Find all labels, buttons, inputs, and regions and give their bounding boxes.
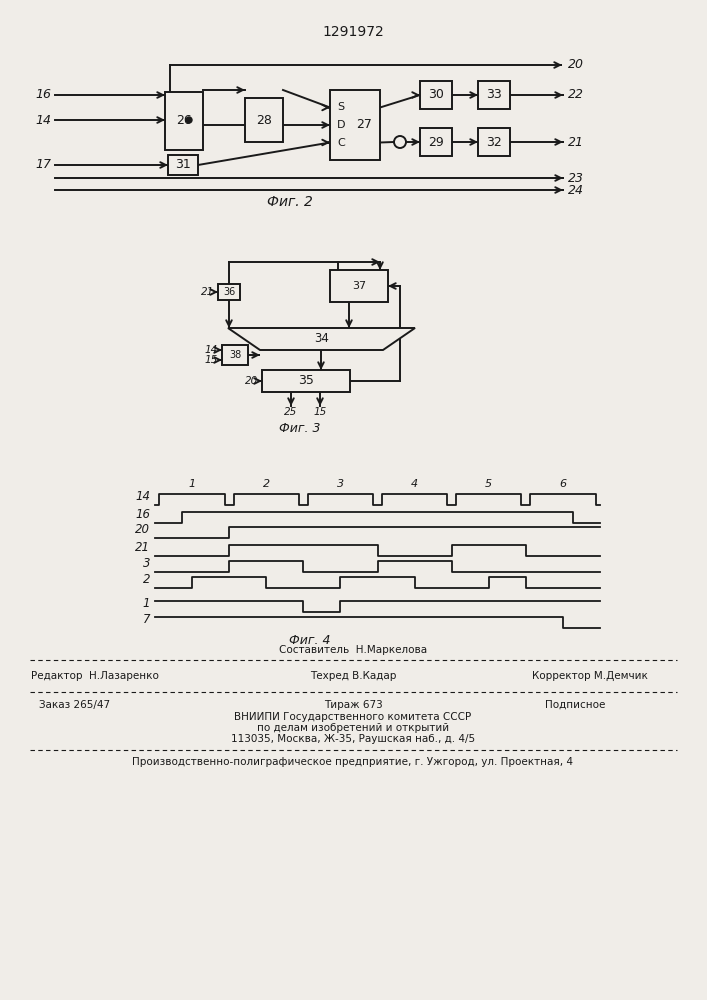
Text: 21: 21	[568, 135, 584, 148]
Bar	[478, 128, 510, 156]
Text: 113035, Москва, Ж-35, Раушская наб., д. 4/5: 113035, Москва, Ж-35, Раушская наб., д. …	[231, 734, 475, 744]
Text: Тираж 673: Тираж 673	[324, 700, 382, 710]
Text: 22: 22	[568, 89, 584, 102]
Bar	[330, 270, 388, 302]
Text: 27: 27	[356, 118, 372, 131]
Text: S: S	[337, 103, 344, 112]
Circle shape	[394, 136, 406, 148]
Text: 1: 1	[189, 479, 196, 489]
Bar	[168, 155, 198, 175]
Text: 2: 2	[143, 573, 150, 586]
Text: 14: 14	[35, 113, 51, 126]
Text: Корректор М.Демчик: Корректор М.Демчик	[532, 671, 648, 681]
Bar	[218, 284, 240, 300]
Text: Фиг. 3: Фиг. 3	[279, 422, 321, 434]
Text: 15: 15	[313, 407, 327, 417]
Text: 31: 31	[175, 158, 191, 172]
Text: 34: 34	[314, 332, 329, 344]
Bar	[165, 92, 203, 150]
Text: 17: 17	[35, 158, 51, 172]
Text: 20: 20	[245, 376, 258, 386]
Text: Техред В.Кадар: Техред В.Кадар	[310, 671, 396, 681]
Text: 14: 14	[205, 345, 218, 355]
Text: Составитель  Н.Маркелова: Составитель Н.Маркелова	[279, 645, 427, 655]
Text: 6: 6	[559, 479, 566, 489]
Text: 35: 35	[298, 374, 314, 387]
Text: 26: 26	[176, 114, 192, 127]
Bar	[262, 370, 350, 392]
Text: 32: 32	[486, 135, 502, 148]
Text: 16: 16	[35, 89, 51, 102]
Text: 38: 38	[229, 350, 241, 360]
Text: 20: 20	[568, 58, 584, 72]
Text: Подписное: Подписное	[545, 700, 605, 710]
Text: 36: 36	[223, 287, 235, 297]
Text: 3: 3	[337, 479, 344, 489]
Text: 30: 30	[428, 89, 444, 102]
Text: ВНИИПИ Государственного комитета СССР: ВНИИПИ Государственного комитета СССР	[235, 712, 472, 722]
Text: 16: 16	[135, 508, 150, 521]
Circle shape	[186, 117, 192, 123]
Text: 20: 20	[135, 523, 150, 536]
Text: 5: 5	[485, 479, 492, 489]
Bar	[222, 345, 248, 365]
Text: C: C	[337, 137, 345, 147]
Text: 7: 7	[143, 613, 150, 626]
Text: D: D	[337, 120, 345, 130]
Text: 1291972: 1291972	[322, 25, 384, 39]
Text: 37: 37	[352, 281, 366, 291]
Text: 28: 28	[256, 113, 272, 126]
Text: 33: 33	[486, 89, 502, 102]
Text: 21: 21	[201, 287, 214, 297]
Text: 24: 24	[568, 184, 584, 196]
Text: 29: 29	[428, 135, 444, 148]
Text: по делам изобретений и открытий: по делам изобретений и открытий	[257, 723, 449, 733]
Bar	[478, 81, 510, 109]
Text: Редактор  Н.Лазаренко: Редактор Н.Лазаренко	[31, 671, 159, 681]
Text: Фиг. 4: Фиг. 4	[289, 634, 331, 647]
Bar	[245, 98, 283, 142]
Text: 1: 1	[143, 597, 150, 610]
Text: Фиг. 2: Фиг. 2	[267, 195, 313, 209]
Polygon shape	[228, 328, 415, 350]
Bar	[420, 81, 452, 109]
Text: 25: 25	[284, 407, 298, 417]
Bar	[330, 90, 380, 160]
Text: 2: 2	[263, 479, 270, 489]
Text: 23: 23	[568, 172, 584, 184]
Text: 14: 14	[135, 490, 150, 503]
Bar	[420, 128, 452, 156]
Text: 15: 15	[205, 355, 218, 365]
Text: Заказ 265/47: Заказ 265/47	[40, 700, 110, 710]
Text: 4: 4	[411, 479, 418, 489]
Text: Производственно-полиграфическое предприятие, г. Ужгород, ул. Проектная, 4: Производственно-полиграфическое предприя…	[132, 757, 573, 767]
Text: 3: 3	[143, 557, 150, 570]
Text: 21: 21	[135, 541, 150, 554]
